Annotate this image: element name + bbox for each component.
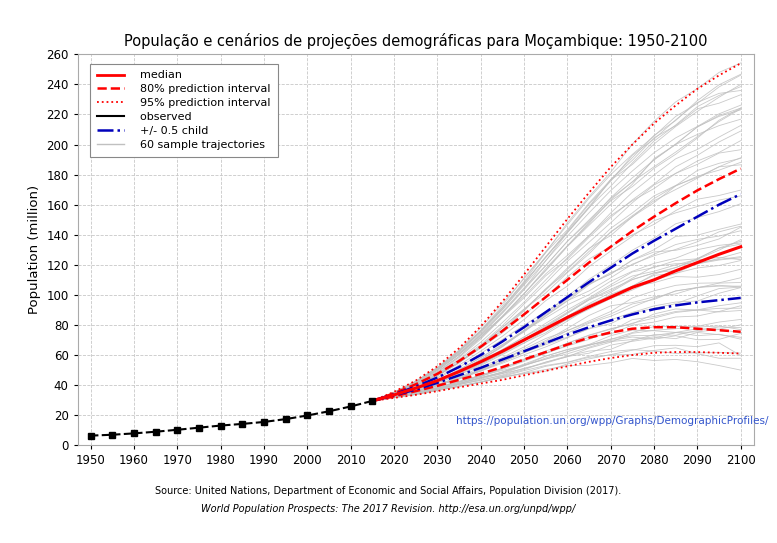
- Text: Source: United Nations, Department of Economic and Social Affairs, Population Di: Source: United Nations, Department of Ec…: [155, 486, 622, 496]
- Text: World Population Prospects: The 2017 Revision. http://esa.un.org/unpd/wpp/: World Population Prospects: The 2017 Rev…: [201, 504, 576, 514]
- Title: População e cenários de projeções demográficas para Moçambique: 1950-2100: População e cenários de projeções demogr…: [124, 33, 707, 49]
- Legend:   median,   80% prediction interval,   95% prediction interval,   observed,   +/: median, 80% prediction interval, 95% pre…: [90, 64, 277, 156]
- Y-axis label: Population (million): Population (million): [28, 185, 40, 314]
- Text: https://population.un.org/wpp/Graphs/DemographicProfiles/: https://population.un.org/wpp/Graphs/Dem…: [456, 416, 768, 426]
